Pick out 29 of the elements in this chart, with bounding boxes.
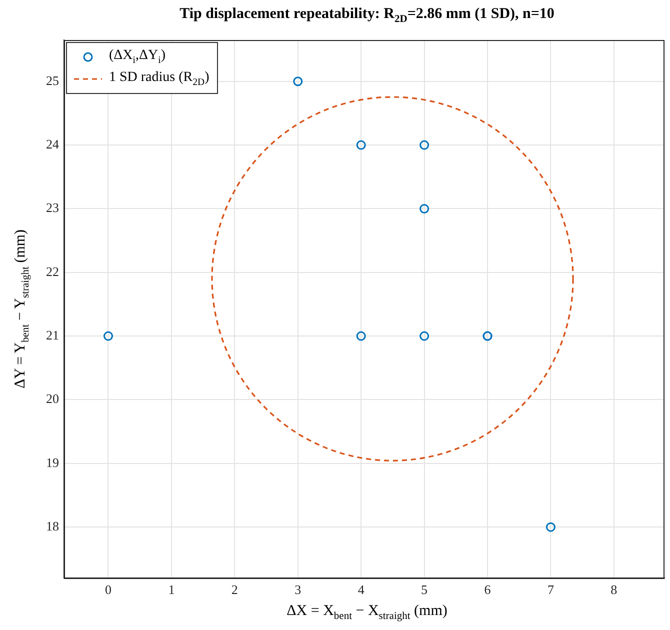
x-tick-label: 8 [610,582,618,598]
y-tick-label: 25 [46,72,59,88]
x-tick-label: 1 [168,582,175,598]
chart-title: Tip displacement repeatability: R$_{2D}$=2.86 mm (1 SD), n=10 [178,6,556,25]
point [420,204,430,214]
y-tick-label: 21 [46,327,59,342]
x-tick-label: 4 [358,582,365,598]
y-tick-label: 20 [46,391,59,406]
y-tick-label: 22 [46,264,59,279]
x-tick-label: 5 [421,582,428,598]
x-tick-label: 3 [294,582,302,598]
x-axis-title: ΔX = X$_{bent}$ − X$_{straight}$ (mm) [286,603,448,622]
y-tick-label: 18 [46,518,59,534]
x-tick-label: 6 [484,582,492,598]
point [104,331,113,341]
point [420,140,430,150]
x-tick-label: 0 [104,582,112,598]
point [356,140,366,150]
point [293,76,303,86]
legend-label: (ΔX$_{i}$,ΔY$_{i}$) [109,48,166,66]
annotation: 1 SD radius (R$_{2D}$) [109,70,210,88]
y-tick-label: 24 [46,136,60,152]
point [356,331,366,341]
point [420,331,430,341]
x-tick-label: 7 [547,582,554,598]
y-tick-label: 23 [46,200,59,216]
x-tick-label: 2 [231,582,238,598]
y-tick-label: 19 [46,454,59,470]
point [546,522,556,532]
